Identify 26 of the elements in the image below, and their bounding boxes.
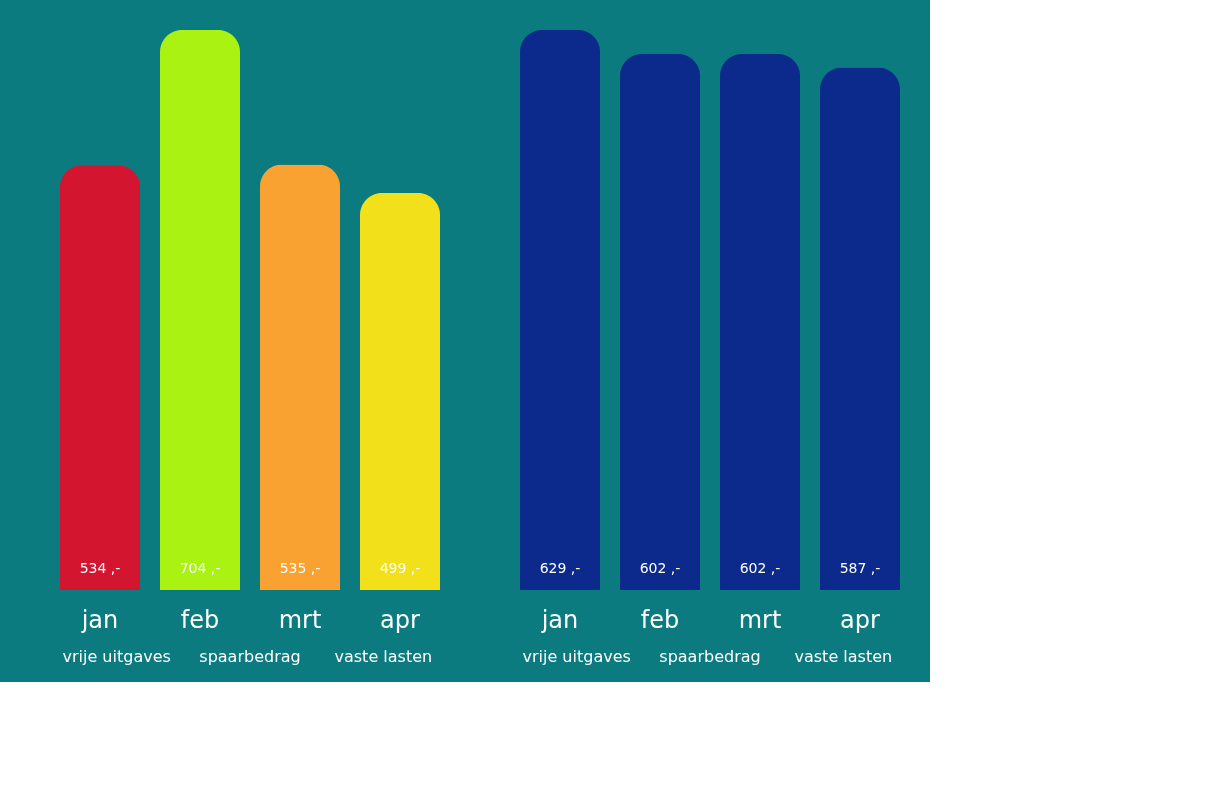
x-tick-label: jan (540, 605, 579, 634)
data-label: 602 ,- (639, 560, 681, 576)
data-label: 499 ,- (379, 560, 421, 576)
data-label: 534 ,- (79, 560, 121, 576)
bar (260, 164, 340, 590)
text: spaarbedrag (199, 647, 301, 666)
data-label: 602 ,- (739, 560, 781, 576)
x-tick-label: mrt (738, 605, 782, 634)
text: vrije uitgaves (522, 647, 631, 666)
text: vaste lasten (334, 647, 433, 666)
data-label: 704 ,- (179, 560, 221, 576)
data-label: 587 ,- (839, 560, 881, 576)
data-label: 629 ,- (539, 560, 581, 576)
x-tick-label: apr (380, 605, 421, 634)
x-tick-label: apr (840, 605, 881, 634)
data-label: 535 ,- (279, 560, 321, 576)
x-tick-label: jan (80, 605, 119, 634)
bar (360, 193, 440, 590)
bar (60, 165, 140, 590)
text: vaste lasten (794, 647, 893, 666)
bar (160, 30, 240, 590)
x-tick-label: feb (640, 605, 680, 634)
text: vrije uitgaves (62, 647, 171, 666)
text: spaarbedrag (659, 647, 761, 666)
x-tick-label: feb (180, 605, 220, 634)
x-tick-label: mrt (278, 605, 322, 634)
